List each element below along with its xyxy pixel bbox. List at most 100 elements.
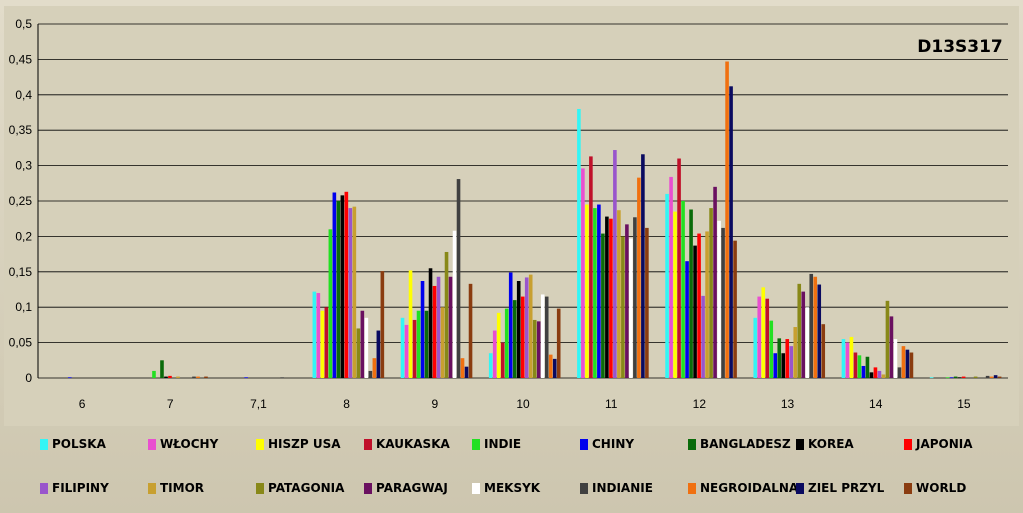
legend-item: INDIE xyxy=(472,436,521,452)
bar xyxy=(621,236,625,378)
bar xyxy=(196,376,200,378)
legend-item: MEKSYK xyxy=(472,480,540,496)
legend-item: POLSKA xyxy=(40,436,106,452)
legend-swatch xyxy=(256,438,264,450)
bar xyxy=(336,201,341,378)
bar xyxy=(464,366,469,378)
bar xyxy=(625,224,629,378)
bar xyxy=(689,209,693,378)
bar xyxy=(280,377,284,379)
legend-item: JAPONIA xyxy=(904,436,973,452)
legend-label: HISZP USA xyxy=(268,437,341,451)
bar xyxy=(328,229,333,378)
bar xyxy=(593,208,597,378)
bar xyxy=(909,352,914,378)
legend-label: INDIANIE xyxy=(592,481,653,495)
bar xyxy=(705,231,709,378)
bar xyxy=(697,233,701,378)
bar xyxy=(312,291,317,378)
chart-svg: 0 0,05 0,1 0,15 0,2 0,25 0,3 0,35 0,4 0,45 0,5 6 7 7,… xyxy=(9,17,1008,411)
legend-swatch xyxy=(796,438,804,450)
bar xyxy=(408,270,413,378)
bar xyxy=(789,346,794,378)
legend-label: KAUKASKA xyxy=(376,437,450,451)
bar xyxy=(957,377,962,379)
legend-item: NEGROIDALNA xyxy=(688,480,798,496)
bar xyxy=(793,327,798,378)
legend-label: TIMOR xyxy=(160,481,205,495)
legend-swatch xyxy=(256,482,264,494)
bar xyxy=(244,377,248,379)
bar xyxy=(997,376,1002,378)
bar xyxy=(701,295,705,378)
bar xyxy=(901,346,906,378)
bar xyxy=(717,220,721,378)
bar xyxy=(532,319,537,378)
bar xyxy=(332,192,337,378)
y-tick-label: 0,45 xyxy=(9,52,33,66)
legend-swatch xyxy=(364,438,372,450)
bar xyxy=(885,300,890,378)
bar xyxy=(204,376,208,378)
bar xyxy=(801,291,806,378)
bar xyxy=(500,342,505,378)
bar xyxy=(512,300,517,378)
bar xyxy=(877,370,882,378)
bar xyxy=(905,349,910,378)
bar xyxy=(729,86,733,379)
bar xyxy=(861,365,866,378)
bar xyxy=(817,284,822,378)
y-tick-label: 0,15 xyxy=(9,265,33,279)
bar xyxy=(809,273,814,378)
legend-label: INDIE xyxy=(484,437,522,451)
legend-swatch xyxy=(580,438,588,450)
y-tick-label: 0,4 xyxy=(15,88,32,102)
bar xyxy=(605,216,609,378)
bar xyxy=(400,317,405,378)
bar xyxy=(629,238,633,378)
bar xyxy=(645,227,649,378)
bar xyxy=(577,108,581,379)
bar xyxy=(597,204,601,378)
legend-label: PATAGONIA xyxy=(268,481,345,495)
bar xyxy=(961,376,966,378)
bar xyxy=(685,261,689,378)
bar xyxy=(544,296,549,378)
legend-item: HISZP USA xyxy=(256,436,341,452)
legend-item: PARAGWAJ xyxy=(364,480,448,496)
bar xyxy=(765,298,770,378)
bar xyxy=(508,272,513,378)
x-tick-label: 12 xyxy=(693,397,707,411)
legend-swatch xyxy=(796,482,804,494)
legend-swatch xyxy=(688,482,696,494)
bar xyxy=(953,376,958,378)
bar xyxy=(581,168,585,378)
bar xyxy=(548,354,553,378)
bar xyxy=(785,339,790,378)
legend: POLSKA WŁOCHY HISZP USA KAUKASKA INDIE CHINY B… xyxy=(0,426,1023,513)
legend-swatch xyxy=(904,482,912,494)
bar xyxy=(168,375,172,378)
bar xyxy=(536,321,541,378)
legend-label: CHINY xyxy=(592,437,635,451)
bar xyxy=(176,376,180,378)
bar xyxy=(821,324,826,378)
legend-item: KOREA xyxy=(796,436,854,452)
bar xyxy=(841,339,846,378)
bar xyxy=(673,211,677,378)
legend-item: WŁOCHY xyxy=(148,436,218,452)
bar xyxy=(444,251,449,378)
bar xyxy=(504,308,509,378)
x-tick-label: 11 xyxy=(605,397,618,411)
bar xyxy=(945,377,950,379)
bar xyxy=(813,276,818,378)
bar xyxy=(609,218,613,378)
x-tick-label: 7,1 xyxy=(250,397,267,411)
legend-swatch xyxy=(472,438,480,450)
bar xyxy=(448,276,453,378)
bar xyxy=(524,277,529,378)
bar xyxy=(853,352,858,378)
bar xyxy=(496,312,501,378)
bar xyxy=(881,374,886,378)
legend-swatch xyxy=(40,438,48,450)
